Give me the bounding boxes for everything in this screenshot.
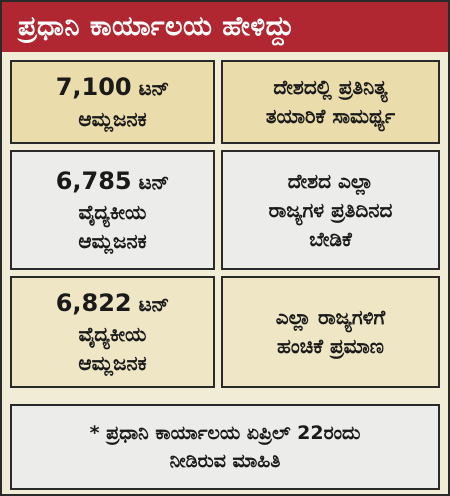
footnote-line-1: * ಪ್ರಧಾನಿ ಕಾರ್ಯಾಲಯ ಏಪ್ರಿಲ್ 22ರಂದು [89,421,361,444]
row-2-unit: ಟನ್ [138,169,170,194]
title-bar: ಪ್ರಧಾನಿ ಕಾರ್ಯಾಲಯ ಹೇಳಿದ್ದು [2,2,448,52]
row-1-description-cell: ದೇಶದಲ್ಲಿ ಪ್ರತಿನಿತ್ಯ ತಯಾರಿಕೆ ಸಾಮರ್ಥ್ಯ [221,60,440,144]
row-3-unit: ಟನ್ [138,291,170,316]
footnote: * ಪ್ರಧಾನಿ ಕಾರ್ಯಾಲಯ ಏಪ್ರಿಲ್ 22ರಂದು ನೀಡಿರು… [10,404,440,490]
row-2-description-cell: ದೇಶದ ಎಲ್ಲಾ ರಾಜ್ಯಗಳ ಪ್ರತಿದಿನದ ಬೇಡಿಕೆ [221,150,440,270]
row-3-description-cell: ಎಲ್ಲಾ ರಾಜ್ಯಗಳಿಗೆ ಹಂಚಿಕೆ ಪ್ರಮಾಣ [221,276,440,388]
row-1-unit: ಟನ್ [138,76,170,101]
row-2-right-line-3: ಬೇಡಿಕೆ [309,226,352,251]
row-3-right-line-2: ಹಂಚಿಕೆ ಪ್ರಮಾಣ [277,334,384,358]
row-2-right-line-2: ರಾಜ್ಯಗಳ ಪ್ರತಿದಿನದ [268,197,393,222]
row-2-amount-line: 6,785 ಟನ್ [56,164,170,199]
row-1-amount: 7,100 [55,73,132,102]
row-2-amount-cell: 6,785 ಟನ್ ವೈದ್ಯಕೀಯ ಆಮ್ಲಜನಕ [10,150,215,270]
row-1-right-line-1: ದೇಶದಲ್ಲಿ ಪ್ರತಿನಿತ್ಯ [273,75,388,99]
row-3-amount-cell: 6,822 ಟನ್ ವೈದ್ಯಕೀಯ ಆಮ್ಲಜನಕ [10,276,215,388]
row-3-amount: 6,822 [55,288,132,317]
row-1-amount-cell: 7,100 ಟನ್ ಆಮ್ಲಜನಕ [10,60,215,144]
row-3-left-line-2: ಆಮ್ಲಜನಕ [78,351,147,376]
row-3-amount-line: 6,822 ಟನ್ [56,286,170,321]
row-1-left-text: ಆಮ್ಲಜನಕ [78,106,147,131]
row-2-amount: 6,785 [55,166,132,195]
row-1-right-line-2: ತಯಾರಿಕೆ ಸಾಮರ್ಥ್ಯ [265,104,396,128]
info-table: 7,100 ಟನ್ ಆಮ್ಲಜನಕ ದೇಶದಲ್ಲಿ ಪ್ರತಿನಿತ್ಯ ತಯ… [10,60,440,388]
row-1-amount-line: 7,100 ಟನ್ [56,70,170,105]
row-2-left-line-2: ಆಮ್ಲಜನಕ [78,229,147,254]
row-2-left-line-1: ವೈದ್ಯಕೀಯ [78,200,147,225]
row-3-left-line-1: ವೈದ್ಯಕೀಯ [78,322,147,347]
row-3-right-line-1: ಎಲ್ಲಾ ರಾಜ್ಯಗಳಿಗೆ [275,305,386,329]
row-2-right-line-1: ದೇಶದ ಎಲ್ಲಾ [287,168,374,193]
card-title: ಪ್ರಧಾನಿ ಕಾರ್ಯಾಲಯ ಹೇಳಿದ್ದು [18,11,295,42]
footnote-line-2: ನೀಡಿರುವ ಮಾಹಿತಿ [169,450,281,472]
